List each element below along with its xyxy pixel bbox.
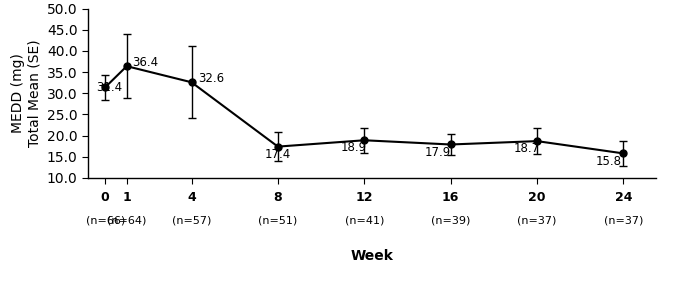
- Text: 24: 24: [614, 191, 632, 204]
- Text: 12: 12: [356, 191, 373, 204]
- Text: (n=37): (n=37): [604, 215, 643, 225]
- Text: (n=57): (n=57): [172, 215, 211, 225]
- Text: (n=51): (n=51): [258, 215, 297, 225]
- Text: 18.7: 18.7: [513, 142, 539, 155]
- Text: (n=37): (n=37): [517, 215, 556, 225]
- Text: (n=39): (n=39): [431, 215, 470, 225]
- Text: (n=66): (n=66): [86, 215, 125, 225]
- Text: 18.9: 18.9: [341, 141, 366, 154]
- Text: 32.6: 32.6: [198, 72, 224, 85]
- Text: 15.8: 15.8: [596, 154, 621, 168]
- Text: 1: 1: [122, 191, 131, 204]
- Text: Week: Week: [350, 249, 393, 263]
- Text: 31.4: 31.4: [97, 81, 122, 94]
- Text: 8: 8: [274, 191, 282, 204]
- Text: (n=64): (n=64): [107, 215, 147, 225]
- Text: 36.4: 36.4: [132, 56, 158, 69]
- Text: 4: 4: [187, 191, 196, 204]
- Text: 16: 16: [442, 191, 459, 204]
- Text: 0: 0: [101, 191, 110, 204]
- Y-axis label: MEDD (mg)
Total Mean (SE): MEDD (mg) Total Mean (SE): [11, 40, 41, 147]
- Text: 17.9: 17.9: [425, 146, 451, 159]
- Text: 20: 20: [528, 191, 546, 204]
- Text: 17.4: 17.4: [265, 148, 291, 161]
- Text: (n=41): (n=41): [345, 215, 384, 225]
